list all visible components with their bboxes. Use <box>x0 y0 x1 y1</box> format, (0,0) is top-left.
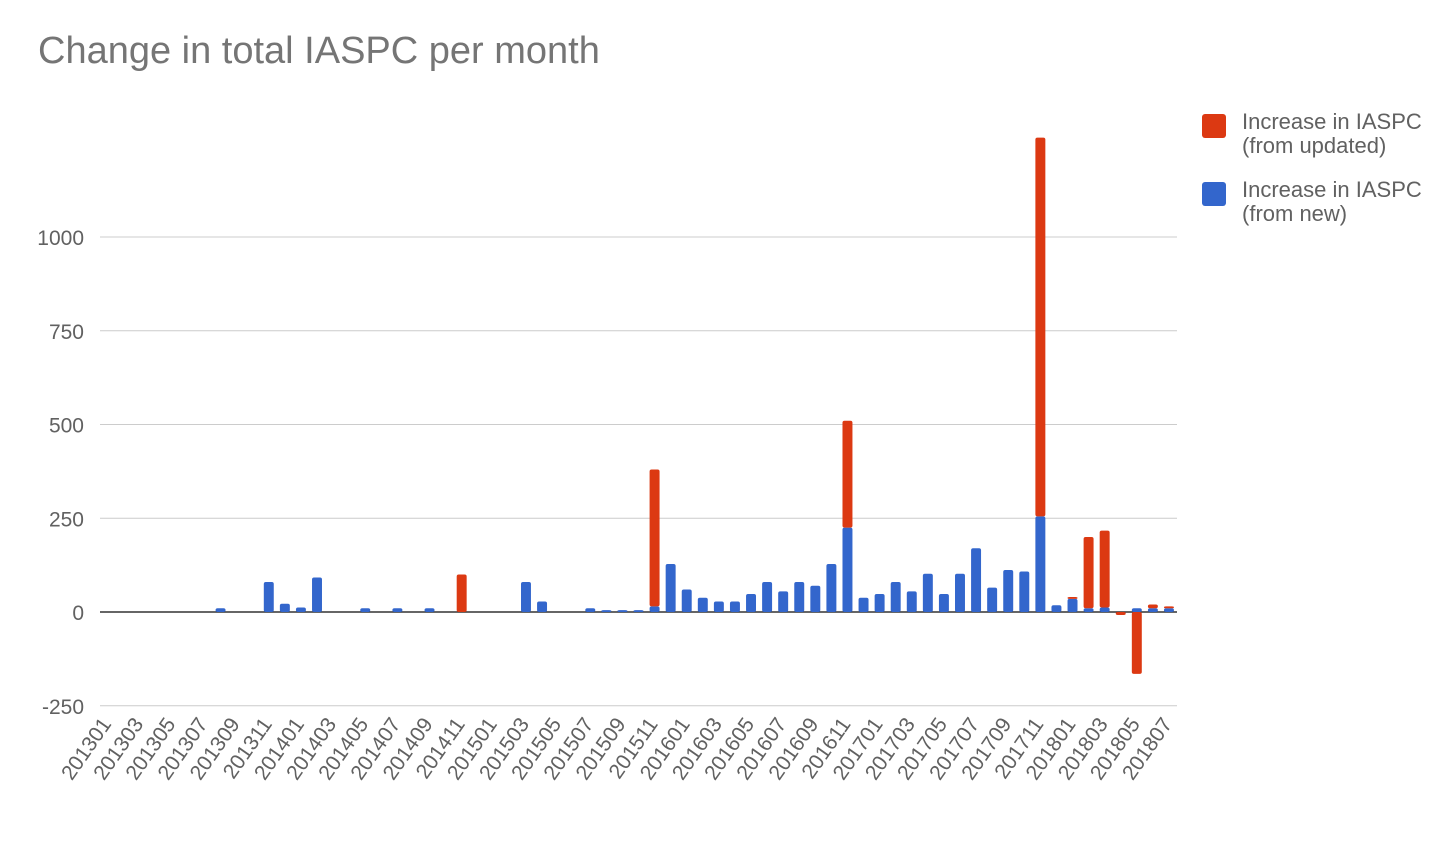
bar-from-new-201802 <box>1083 608 1094 612</box>
legend-label-updated: Increase in IASPC (from updated) <box>1242 109 1422 158</box>
y-tick-label: 500 <box>49 415 84 438</box>
bar-from-updated-201411 <box>456 574 467 612</box>
y-tick-label: 250 <box>49 508 84 531</box>
legend-swatch-updated <box>1202 114 1226 138</box>
chart-title: Change in total IASPC per month <box>38 30 600 72</box>
bar-from-new-201704 <box>922 573 933 612</box>
bar-from-new-201707 <box>971 548 982 612</box>
y-tick-label: 0 <box>72 602 84 625</box>
bar-from-updated-201803 <box>1099 530 1110 608</box>
y-tick-label: 750 <box>49 321 84 344</box>
bar-from-new-201606 <box>762 582 773 612</box>
bar-from-new-201503 <box>520 582 531 612</box>
bar-from-updated-201611 <box>842 420 853 528</box>
bar-from-new-201605 <box>746 594 757 612</box>
bar-from-new-201604 <box>729 601 740 612</box>
bar-from-new-201712 <box>1051 605 1062 612</box>
bar-from-new-201711 <box>1035 516 1046 612</box>
bar-from-new-201611 <box>842 527 853 612</box>
legend-swatch-new <box>1202 182 1226 206</box>
legend-item-new[interactable]: Increase in IASPC (from new) <box>1202 178 1442 226</box>
bar-from-new-201603 <box>713 601 724 612</box>
bar-from-new-201504 <box>537 601 548 612</box>
legend-item-updated[interactable]: Increase in IASPC (from updated) <box>1202 110 1442 158</box>
bar-from-updated-201511 <box>649 469 660 607</box>
bar-from-new-201709 <box>1003 570 1014 612</box>
bar-from-new-201401 <box>295 607 306 612</box>
bar-from-updated-201711 <box>1035 137 1046 517</box>
bar-from-updated-201801 <box>1067 597 1078 599</box>
bar-from-updated-201807 <box>1163 606 1174 609</box>
bar-from-new-201702 <box>890 582 901 612</box>
bar-from-updated-201804 <box>1115 612 1126 615</box>
bar-from-new-201512 <box>665 564 676 612</box>
bar-from-new-201507 <box>585 608 596 612</box>
bar-from-new-201708 <box>987 587 998 612</box>
bar-from-new-201405 <box>360 608 371 612</box>
bar-from-new-201312 <box>279 603 290 612</box>
bar-from-new-201607 <box>778 591 789 612</box>
bar-from-new-201803 <box>1099 607 1110 612</box>
bar-from-new-201703 <box>906 591 917 612</box>
legend: Increase in IASPC (from updated) Increas… <box>1202 110 1442 246</box>
bar-from-updated-201802 <box>1083 537 1094 609</box>
bar-from-new-201706 <box>955 573 965 612</box>
bar-from-updated-201805 <box>1131 612 1142 674</box>
bar-from-new-201409 <box>424 608 435 612</box>
bar-from-updated-201806 <box>1147 604 1158 609</box>
bar-from-new-201807 <box>1163 608 1174 612</box>
bar-from-new-201508 <box>601 610 612 612</box>
bar-from-new-201511 <box>649 606 660 612</box>
bar-from-new-201612 <box>858 597 869 612</box>
legend-label-new: Increase in IASPC (from new) <box>1242 177 1422 226</box>
bar-from-new-201601 <box>681 589 692 612</box>
bar-from-new-201602 <box>697 597 708 612</box>
bar-from-new-201308 <box>215 608 226 612</box>
bar-from-new-201509 <box>617 610 628 612</box>
bar-from-new-201402 <box>312 577 322 612</box>
y-tick-label: -250 <box>42 696 84 719</box>
bar-from-new-201610 <box>826 564 837 612</box>
bar-from-new-201701 <box>874 594 885 612</box>
bar-from-new-201705 <box>938 594 949 612</box>
bar-from-new-201407 <box>392 608 403 612</box>
bar-from-new-201608 <box>794 582 805 612</box>
bar-from-new-201609 <box>810 585 821 612</box>
bar-from-new-201801 <box>1067 598 1078 612</box>
bar-from-new-201805 <box>1131 608 1142 612</box>
bar-from-new-201311 <box>263 582 274 612</box>
bar-from-new-201510 <box>633 610 644 612</box>
bar-from-new-201710 <box>1019 571 1030 612</box>
bar-from-new-201806 <box>1147 608 1158 612</box>
y-tick-label: 1000 <box>37 227 84 250</box>
